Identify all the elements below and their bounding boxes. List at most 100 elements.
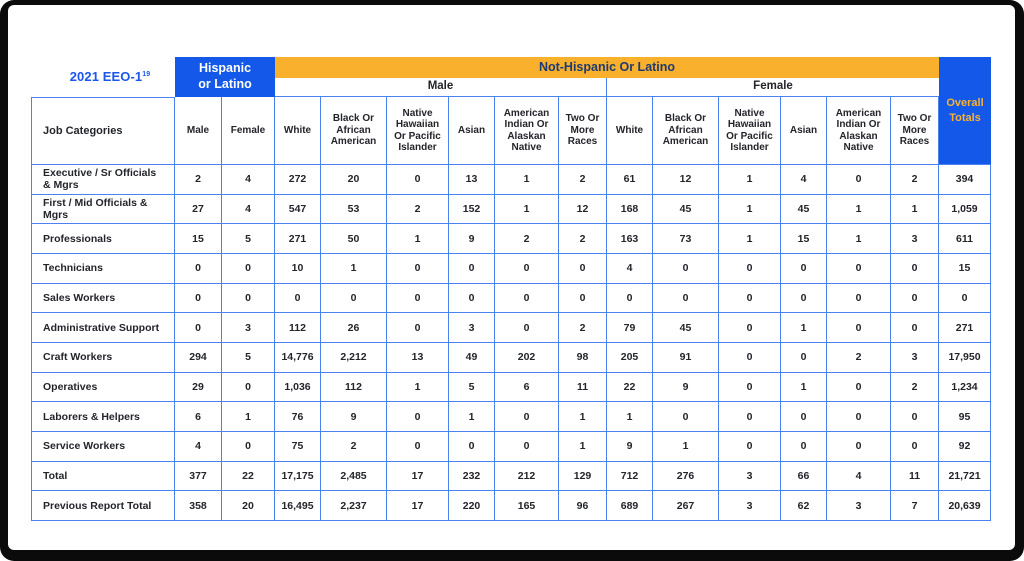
value-cell: 0 — [891, 313, 939, 343]
value-cell: 29 — [175, 372, 222, 403]
header-female-american-indian-or-alaskan-native: American Indian Or Alaskan Native — [827, 97, 891, 165]
value-cell: 22 — [222, 461, 275, 492]
value-cell: 0 — [449, 283, 495, 314]
value-cell: 5 — [222, 224, 275, 254]
value-cell: 2 — [175, 165, 222, 195]
value-cell: 2,212 — [321, 342, 387, 373]
value-cell: 163 — [607, 224, 653, 254]
value-cell: 53 — [321, 194, 387, 225]
value-cell: 3 — [891, 342, 939, 373]
value-cell: 377 — [175, 461, 222, 492]
overall-total-cell: 20,639 — [939, 491, 991, 521]
value-cell: 6 — [495, 372, 559, 403]
value-cell: 0 — [827, 313, 891, 343]
value-cell: 62 — [781, 491, 827, 521]
value-cell: 689 — [607, 491, 653, 521]
value-cell: 0 — [495, 253, 559, 284]
header-not-hispanic-or-latino: Not-Hispanic Or Latino — [275, 57, 939, 78]
value-cell: 1 — [387, 372, 449, 403]
value-cell: 1 — [719, 224, 781, 254]
value-cell: 1,036 — [275, 372, 321, 403]
value-cell: 6 — [175, 402, 222, 432]
value-cell: 17 — [387, 461, 449, 492]
value-cell: 232 — [449, 461, 495, 492]
value-cell: 0 — [719, 253, 781, 284]
value-cell: 98 — [559, 342, 607, 373]
value-cell: 2 — [559, 313, 607, 343]
value-cell: 2,485 — [321, 461, 387, 492]
header-male-two-or-more-races: Two Or More Races — [559, 97, 607, 165]
value-cell: 2 — [495, 224, 559, 254]
value-cell: 4 — [827, 461, 891, 492]
value-cell: 5 — [449, 372, 495, 403]
value-cell: 3 — [719, 491, 781, 521]
value-cell: 1 — [607, 402, 653, 432]
value-cell: 0 — [387, 165, 449, 195]
value-cell: 11 — [559, 372, 607, 403]
job-category-cell: Total — [31, 461, 175, 492]
header-female-white: White — [607, 97, 653, 165]
value-cell: 0 — [891, 283, 939, 314]
value-cell: 112 — [275, 313, 321, 343]
value-cell: 0 — [827, 372, 891, 403]
value-cell: 61 — [607, 165, 653, 195]
value-cell: 17 — [387, 491, 449, 521]
overall-total-cell: 92 — [939, 431, 991, 462]
value-cell: 0 — [719, 431, 781, 462]
value-cell: 547 — [275, 194, 321, 225]
value-cell: 0 — [449, 431, 495, 462]
header-female-asian: Asian — [781, 97, 827, 165]
value-cell: 0 — [781, 431, 827, 462]
eeo1-table: 2021 EEO-1 19 Hispanic or Latino Not-Hisp… — [31, 57, 991, 521]
value-cell: 10 — [275, 253, 321, 284]
overall-total-cell: 15 — [939, 253, 991, 284]
job-category-cell: Previous Report Total — [31, 491, 175, 521]
value-cell: 1 — [321, 253, 387, 284]
value-cell: 0 — [719, 402, 781, 432]
job-category-cell: Laborers & Helpers — [31, 402, 175, 432]
value-cell: 7 — [891, 491, 939, 521]
value-cell: 0 — [275, 283, 321, 314]
value-cell: 0 — [387, 313, 449, 343]
value-cell: 4 — [607, 253, 653, 284]
value-cell: 0 — [449, 253, 495, 284]
overall-total-cell: 0 — [939, 283, 991, 314]
value-cell: 16,495 — [275, 491, 321, 521]
value-cell: 4 — [222, 194, 275, 225]
header-male-native-hawaiian-or-pacific-islander: Native Hawaiian Or Pacific Islander — [387, 97, 449, 165]
value-cell: 2 — [387, 194, 449, 225]
value-cell: 0 — [891, 253, 939, 284]
value-cell: 0 — [827, 283, 891, 314]
value-cell: 1 — [827, 194, 891, 225]
value-cell: 212 — [495, 461, 559, 492]
value-cell: 45 — [653, 194, 719, 225]
value-cell: 0 — [175, 283, 222, 314]
value-cell: 202 — [495, 342, 559, 373]
value-cell: 3 — [827, 491, 891, 521]
value-cell: 12 — [559, 194, 607, 225]
value-cell: 0 — [781, 342, 827, 373]
value-cell: 4 — [222, 165, 275, 195]
value-cell: 152 — [449, 194, 495, 225]
value-cell: 0 — [653, 253, 719, 284]
value-cell: 0 — [781, 253, 827, 284]
value-cell: 0 — [781, 402, 827, 432]
value-cell: 15 — [781, 224, 827, 254]
value-cell: 220 — [449, 491, 495, 521]
value-cell: 0 — [719, 342, 781, 373]
header-job-categories: Job Categories — [31, 97, 175, 165]
overall-total-cell: 271 — [939, 313, 991, 343]
value-cell: 0 — [495, 431, 559, 462]
value-cell: 3 — [719, 461, 781, 492]
value-cell: 45 — [781, 194, 827, 225]
value-cell: 14,776 — [275, 342, 321, 373]
header-hispanic-male: Male — [175, 97, 222, 165]
value-cell: 0 — [559, 283, 607, 314]
value-cell: 13 — [387, 342, 449, 373]
header-male-black-or-african-american: Black Or African American — [321, 97, 387, 165]
value-cell: 1 — [559, 431, 607, 462]
value-cell: 9 — [321, 402, 387, 432]
value-cell: 0 — [387, 253, 449, 284]
value-cell: 12 — [653, 165, 719, 195]
overall-total-cell: 611 — [939, 224, 991, 254]
